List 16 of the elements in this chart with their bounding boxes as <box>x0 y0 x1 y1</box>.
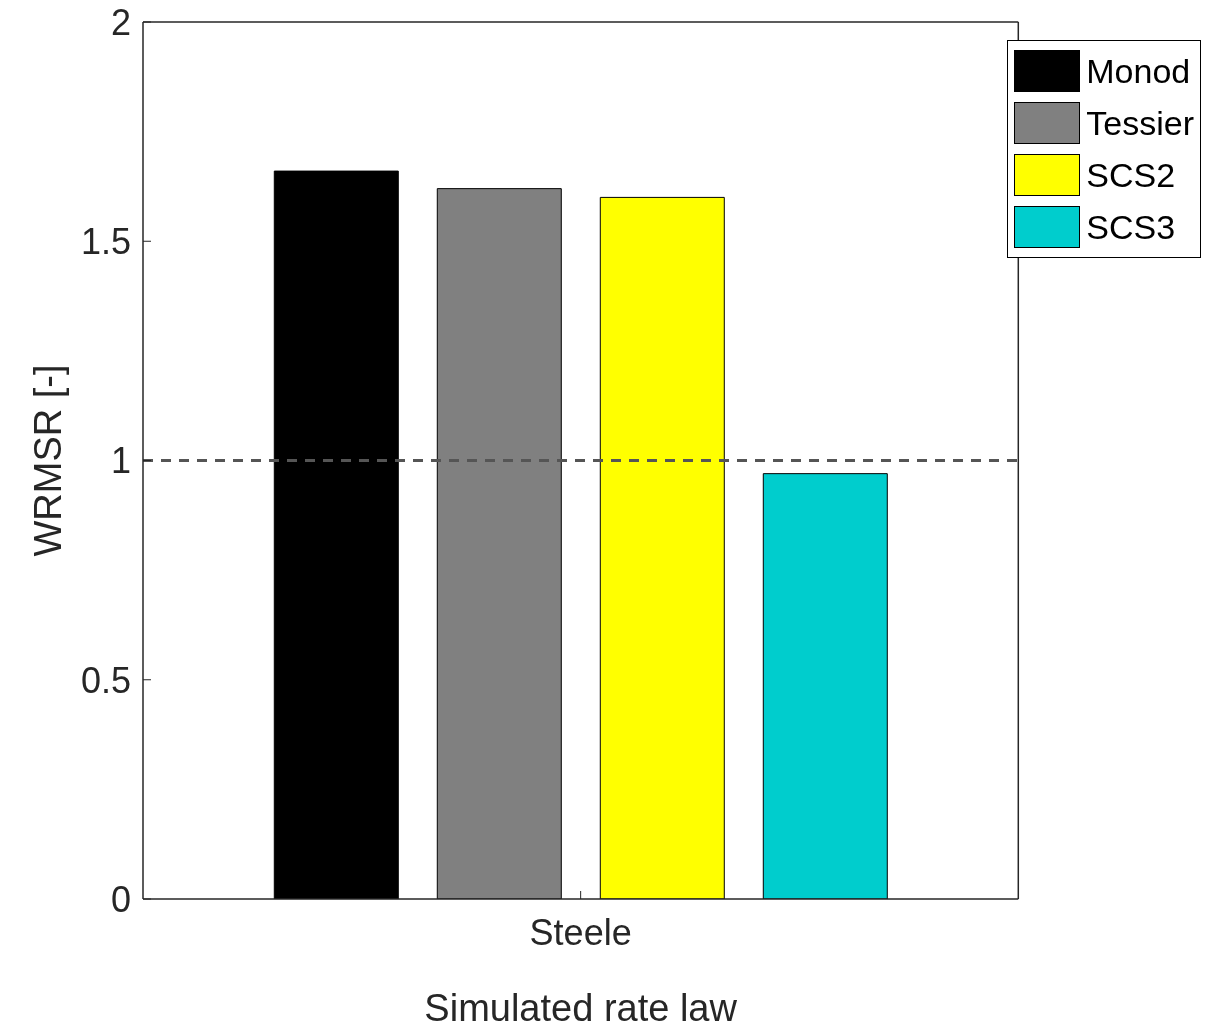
x-axis-title: Simulated rate law <box>424 987 738 1023</box>
legend-label: SCS3 <box>1086 207 1176 247</box>
y-tick-label: 2 <box>110 1 131 43</box>
x-tick-label: Steele <box>529 911 632 953</box>
y-axis-title: WRMSR [-] <box>27 364 70 557</box>
bar <box>273 170 399 899</box>
legend-label: Monod <box>1086 51 1191 91</box>
bar <box>436 188 562 899</box>
bar <box>762 473 888 899</box>
legend-label: Tessier <box>1086 103 1194 143</box>
y-tick-label: 1 <box>110 440 131 482</box>
bar <box>599 196 725 899</box>
y-tick-label: 0.5 <box>80 659 131 701</box>
y-tick-label: 1.5 <box>80 221 131 263</box>
y-tick-label: 0 <box>110 878 131 920</box>
legend-label: SCS2 <box>1086 155 1176 195</box>
